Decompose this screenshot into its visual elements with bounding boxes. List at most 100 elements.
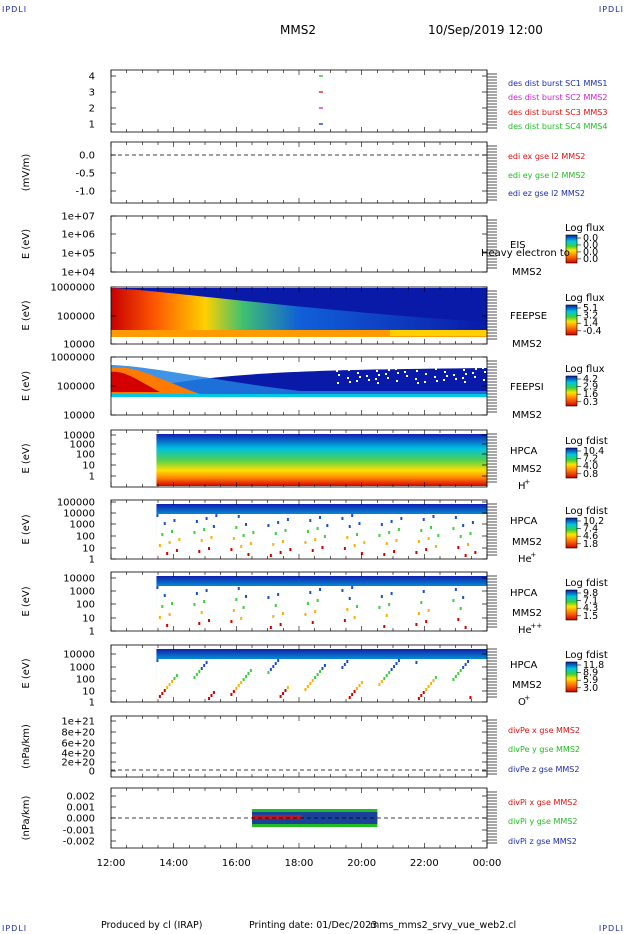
x-tick-label: 16:00 bbox=[222, 858, 251, 869]
panel-frame bbox=[110, 69, 488, 133]
colorbar-tick-label: 2.9 bbox=[583, 382, 598, 393]
heatmap-sparse-pixel bbox=[175, 549, 178, 552]
y-tick-label: 1000000 bbox=[50, 283, 95, 294]
heatmap-sparse-pixel bbox=[415, 661, 418, 664]
heatmap-sparse-pixel bbox=[198, 622, 201, 625]
heatmap-sparse-pixel bbox=[249, 669, 252, 672]
heatmap-sparse-pixel bbox=[343, 663, 346, 666]
heatmap-sparse-pixel bbox=[168, 613, 171, 616]
heatmap-sparse-pixel bbox=[343, 547, 346, 550]
heatmap-sparse-pixel bbox=[163, 522, 166, 525]
y-axis-label: (nPa/km) bbox=[21, 724, 32, 769]
colorbar-tick-label: 8.9 bbox=[583, 668, 598, 679]
spacecraft-label: MMS2 bbox=[512, 608, 542, 619]
heatmap-noise-gap bbox=[388, 369, 390, 371]
heatmap-sparse-pixel bbox=[454, 675, 457, 678]
y-axis-label: E (eV) bbox=[21, 300, 32, 330]
y-tick-label: 0.002 bbox=[66, 792, 95, 803]
heatmap-sparse-pixel bbox=[395, 539, 398, 542]
panel-frame bbox=[110, 141, 488, 204]
heatmap-sparse-pixel bbox=[356, 687, 359, 690]
heatmap-noise-gap bbox=[349, 381, 351, 383]
y-axis-label: (nPa/km) bbox=[21, 796, 32, 841]
heatmap-sparse-pixel bbox=[195, 673, 198, 676]
heatmap-sparse-pixel bbox=[272, 543, 275, 546]
heatmap-noise-gap bbox=[336, 370, 338, 372]
heatmap-sparse-pixel bbox=[430, 682, 433, 685]
heatmap-sparse-pixel bbox=[378, 683, 381, 686]
heatmap-sparse-pixel bbox=[277, 521, 280, 524]
heatmap-sparse-pixel bbox=[397, 528, 400, 531]
heatmap-sparse-pixel bbox=[459, 535, 462, 538]
y-tick-label: 6e+20 bbox=[61, 739, 95, 750]
heatmap-noise-gap bbox=[416, 370, 418, 372]
heatmap-sparse-pixel bbox=[341, 589, 344, 592]
corner-label-bottom-right: IPDLI bbox=[598, 924, 624, 933]
heatmap-sparse-pixel bbox=[232, 690, 235, 693]
colorbar-title: Log fdist bbox=[565, 650, 608, 661]
heatmap-sparse-pixel bbox=[311, 549, 314, 552]
heatmap-sparse-pixel bbox=[168, 683, 171, 686]
heatmap-sparse-pixel bbox=[240, 617, 243, 620]
colorbar-tick-label: 0.8 bbox=[583, 469, 598, 480]
heatmap-noise-gap bbox=[346, 365, 348, 367]
heatmap-sparse-pixel bbox=[459, 607, 462, 610]
heatmap-sparse-pixel bbox=[242, 678, 245, 681]
y-tick-label: 10000 bbox=[63, 650, 95, 661]
heatmap-sparse-pixel bbox=[205, 661, 208, 664]
species-charge: + bbox=[524, 694, 530, 702]
spacecraft-label: MMS2 bbox=[512, 339, 542, 350]
heatmap-sparse-pixel bbox=[279, 623, 282, 626]
legend-entry: edi ey gse l2 MMS2 bbox=[508, 171, 586, 180]
heatmap-sparse-pixel bbox=[240, 681, 243, 684]
heatmap-sparse-pixel bbox=[161, 692, 164, 695]
heatmap-sparse-pixel bbox=[385, 614, 388, 617]
colorbar-tick-label: 10.4 bbox=[583, 446, 604, 457]
heatmap-sparse-pixel bbox=[161, 533, 164, 536]
heatmap-noise-gap bbox=[464, 381, 466, 383]
y-tick-label: -0.001 bbox=[63, 826, 95, 837]
heatmap-sparse-pixel bbox=[173, 519, 176, 522]
y-tick-label: 2e+20 bbox=[61, 758, 95, 769]
heatmap-noise-gap bbox=[368, 379, 370, 381]
heatmap-sparse-pixel bbox=[378, 606, 381, 609]
heatmap-sparse-pixel bbox=[161, 605, 164, 608]
heatmap-sparse-pixel bbox=[395, 662, 398, 665]
colorbar-tick-label: 1.6 bbox=[583, 389, 598, 400]
heatmap-noise-gap bbox=[387, 377, 389, 379]
heatmap-sparse-pixel bbox=[156, 514, 159, 517]
heatmap-sparse-pixel bbox=[200, 611, 203, 614]
y-tick-label: 1 bbox=[89, 627, 95, 638]
y-tick-label: 1 bbox=[89, 555, 95, 566]
colorbar-tick-label: 0.0 bbox=[583, 254, 598, 265]
heatmap-noise-gap bbox=[396, 380, 398, 382]
heatmap-noise-gap bbox=[348, 369, 350, 371]
heatmap-sparse-pixel bbox=[158, 695, 161, 698]
heatmap-sparse-pixel bbox=[388, 603, 391, 606]
heatmap-sparse-pixel bbox=[341, 517, 344, 520]
heatmap-sparse-pixel bbox=[390, 592, 393, 595]
heatmap-sparse-pixel bbox=[235, 687, 238, 690]
heatmap-sparse-pixel bbox=[425, 548, 428, 551]
heatmap-noise-gap bbox=[436, 380, 438, 382]
colorbar-tick-label: -0.4 bbox=[583, 326, 602, 337]
heatmap-sparse-pixel bbox=[252, 531, 255, 534]
heatmap-noise-gap bbox=[366, 375, 368, 377]
heatmap-sparse-pixel bbox=[420, 601, 423, 604]
corner-label-top-left: IPDLI bbox=[2, 5, 28, 14]
footer-printing-date: Printing date: 01/Dec/2023 bbox=[249, 920, 378, 931]
y-tick-label: -0.002 bbox=[63, 837, 95, 848]
heatmap-noise-gap bbox=[443, 379, 445, 381]
heatmap-sparse-pixel bbox=[156, 586, 159, 589]
heatmap-noise-gap bbox=[426, 365, 428, 367]
heatmap-sparse-pixel bbox=[205, 517, 208, 520]
heatmap-sparse-pixel bbox=[200, 539, 203, 542]
y-tick-label: 0.0 bbox=[79, 151, 95, 162]
y-tick-label: 10 bbox=[82, 461, 95, 472]
legend-entry: des dist burst SC1 MMS1 bbox=[508, 79, 607, 88]
heatmap-noise-gap bbox=[434, 376, 436, 378]
heatmap-sparse-pixel bbox=[348, 696, 351, 699]
heatmap-sparse-pixel bbox=[316, 599, 319, 602]
heatmap-sparse-pixel bbox=[351, 693, 354, 696]
heatmap-band-cutoff bbox=[111, 394, 487, 397]
